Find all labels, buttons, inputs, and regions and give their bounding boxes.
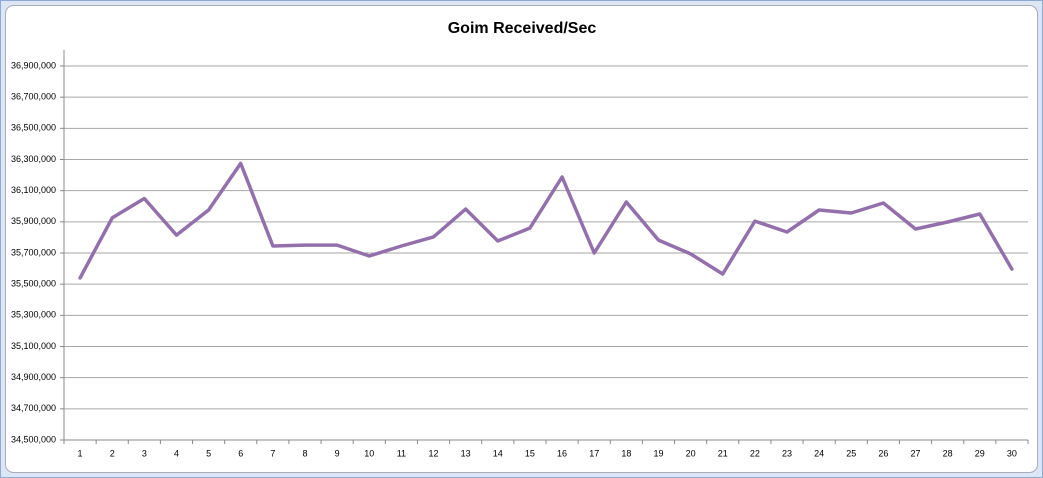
y-tick-label: 34,900,000 [11, 372, 56, 382]
x-tick-label: 26 [878, 448, 888, 458]
y-tick-label: 35,700,000 [11, 247, 56, 257]
x-tick-label: 1 [78, 448, 83, 458]
y-tick-label: 34,500,000 [11, 434, 56, 444]
x-tick-label: 18 [621, 448, 631, 458]
x-tick-label: 3 [142, 448, 147, 458]
x-tick-label: 30 [1007, 448, 1017, 458]
x-tick-label: 7 [270, 448, 275, 458]
data-line [78, 161, 1014, 280]
y-tick-label: 35,300,000 [11, 310, 56, 320]
y-tick-label: 35,100,000 [11, 341, 56, 351]
x-tick-label: 27 [911, 448, 921, 458]
x-tick-label: 25 [846, 448, 856, 458]
x-tick-label: 9 [335, 448, 340, 458]
x-tick-label: 24 [814, 448, 824, 458]
x-tick-label: 13 [461, 448, 471, 458]
x-tick-label: 4 [174, 448, 179, 458]
x-tick-label: 17 [589, 448, 599, 458]
x-tick-label: 12 [429, 448, 439, 458]
y-tick-label: 35,900,000 [11, 216, 56, 226]
x-tick-label: 28 [943, 448, 953, 458]
chart-area [5, 5, 1038, 473]
x-tick-label: 16 [557, 448, 567, 458]
x-tick-label: 2 [110, 448, 115, 458]
y-tick-label: 36,300,000 [11, 154, 56, 164]
x-tick-label: 22 [750, 448, 760, 458]
x-tick-label: 19 [653, 448, 663, 458]
y-tick-label: 34,700,000 [11, 403, 56, 413]
x-tick-label: 23 [782, 448, 792, 458]
x-tick-label: 5 [206, 448, 211, 458]
x-tick-label: 6 [238, 448, 243, 458]
x-tick-label: 11 [397, 448, 406, 458]
y-tick-label: 36,100,000 [11, 185, 56, 195]
x-tick-label: 21 [718, 448, 728, 458]
x-tick-label: 14 [493, 448, 503, 458]
x-tick-label: 20 [686, 448, 696, 458]
y-tick-label: 36,700,000 [11, 92, 56, 102]
y-tick-label: 36,500,000 [11, 123, 56, 133]
x-tick-label: 10 [364, 448, 374, 458]
x-tick-label: 29 [975, 448, 985, 458]
y-tick-label: 36,900,000 [11, 60, 56, 70]
x-tick-label: 8 [302, 448, 307, 458]
x-tick-label: 15 [525, 448, 535, 458]
y-tick-label: 35,500,000 [11, 279, 56, 289]
chart-title: Goim Received/Sec [448, 20, 597, 37]
